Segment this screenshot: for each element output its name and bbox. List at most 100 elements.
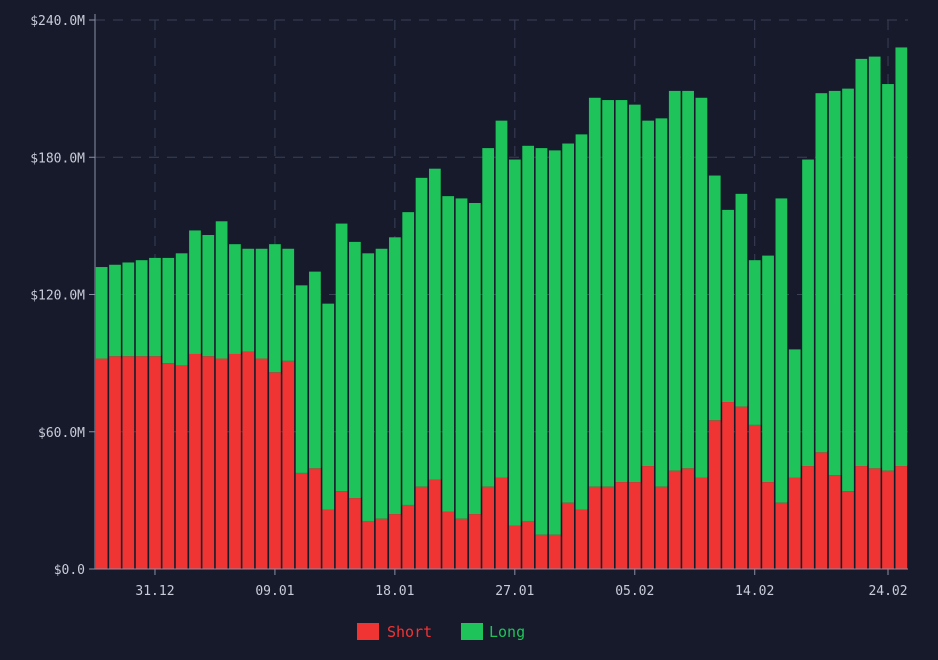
bar-long[interactable] [642,120,654,467]
bar-short[interactable] [442,511,455,569]
bar-long[interactable] [655,118,668,487]
bar-long[interactable] [362,253,375,521]
bar-short[interactable] [309,468,321,569]
bar-short[interactable] [229,353,241,569]
bar-short[interactable] [189,353,201,569]
bar-short[interactable] [175,365,188,569]
bar-short[interactable] [895,466,908,569]
bar-short[interactable] [362,520,375,569]
bar-long[interactable] [282,248,295,361]
bar-long[interactable] [748,260,761,425]
bar-short[interactable] [349,498,361,569]
bar-long[interactable] [428,168,441,480]
bar-short[interactable] [428,479,441,569]
bar-long[interactable] [135,260,148,357]
bar-long[interactable] [375,248,388,519]
bar-short[interactable] [855,466,868,569]
bar-long[interactable] [95,267,108,359]
bar-long[interactable] [868,56,881,469]
bar-short[interactable] [735,406,748,569]
bar-short[interactable] [562,502,575,569]
bar-short[interactable] [482,486,495,569]
bar-short[interactable] [495,477,508,570]
bar-long[interactable] [882,84,894,471]
bar-long[interactable] [508,159,521,526]
bar-short[interactable] [762,482,774,569]
bar-long[interactable] [735,193,748,407]
bar-short[interactable] [828,475,841,569]
bar-long[interactable] [202,235,215,357]
bar-short[interactable] [415,486,428,569]
bar-long[interactable] [149,257,161,357]
bar-long[interactable] [269,244,281,373]
bar-long[interactable] [455,198,468,519]
bar-short[interactable] [322,509,335,569]
bar-short[interactable] [868,468,881,569]
bar-long[interactable] [575,134,588,510]
bar-long[interactable] [468,203,481,515]
bar-long[interactable] [215,221,228,359]
bar-long[interactable] [682,90,694,469]
bar-long[interactable] [482,148,495,487]
bar-short[interactable] [748,424,761,569]
bar-short[interactable] [588,486,601,569]
bar-long[interactable] [815,93,828,453]
bar-long[interactable] [242,248,255,352]
bar-short[interactable] [722,402,734,569]
bar-short[interactable] [788,477,801,570]
bar-long[interactable] [895,47,908,467]
bar-short[interactable] [508,525,521,569]
bar-long[interactable] [548,150,561,535]
bar-short[interactable] [775,502,788,569]
bar-short[interactable] [668,470,681,569]
bar-short[interactable] [615,482,628,569]
bar-short[interactable] [695,477,708,570]
bar-short[interactable] [282,360,295,569]
bar-long[interactable] [162,257,175,364]
bar-long[interactable] [229,244,241,354]
bar-long[interactable] [535,148,548,535]
bar-long[interactable] [615,100,628,483]
legend-label-long[interactable]: Long [489,623,525,641]
bar-short[interactable] [455,518,468,569]
bar-short[interactable] [335,491,348,569]
bar-long[interactable] [309,271,321,469]
bar-long[interactable] [708,175,721,421]
bar-short[interactable] [535,534,548,569]
bar-short[interactable] [522,520,535,569]
legend-label-short[interactable]: Short [387,623,432,641]
bar-long[interactable] [255,248,268,359]
bar-short[interactable] [882,470,894,569]
bar-long[interactable] [828,90,841,476]
bar-long[interactable] [322,303,335,510]
bar-short[interactable] [575,509,588,569]
bar-short[interactable] [548,534,561,569]
bar-long[interactable] [295,285,308,473]
bar-long[interactable] [402,212,415,505]
bar-short[interactable] [135,356,148,569]
bar-long[interactable] [855,58,868,467]
bar-short[interactable] [682,468,694,569]
bar-long[interactable] [775,198,788,503]
bar-short[interactable] [628,482,641,569]
bar-long[interactable] [389,237,401,515]
bar-short[interactable] [95,358,108,569]
bar-long[interactable] [415,177,428,487]
bar-short[interactable] [255,358,268,569]
bar-long[interactable] [495,120,508,478]
bar-short[interactable] [642,466,654,569]
bar-short[interactable] [162,363,175,569]
bar-short[interactable] [602,486,614,569]
bar-long[interactable] [722,209,734,403]
bar-short[interactable] [389,514,401,569]
bar-long[interactable] [189,230,201,354]
bar-short[interactable] [202,356,215,569]
bar-long[interactable] [109,264,121,357]
bar-short[interactable] [122,356,135,569]
bar-long[interactable] [522,145,535,521]
bar-short[interactable] [402,504,415,569]
bar-short[interactable] [842,491,854,569]
bar-short[interactable] [468,514,481,569]
bar-short[interactable] [109,356,121,569]
bar-short[interactable] [295,472,308,569]
